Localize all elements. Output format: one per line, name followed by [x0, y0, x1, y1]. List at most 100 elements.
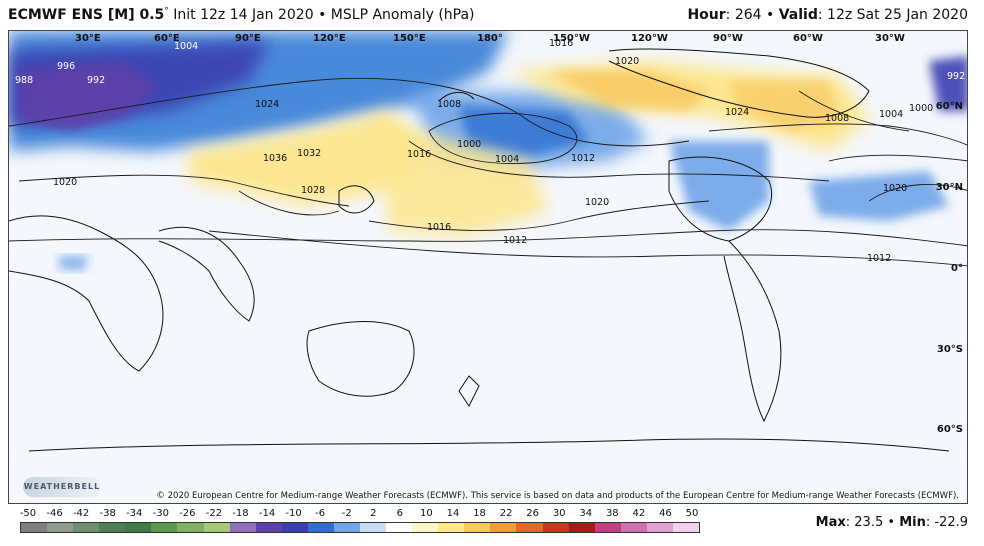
latitude-label: 60°S — [936, 424, 963, 435]
colorbar-swatch — [47, 523, 74, 532]
valid-value: : 12z Sat 25 Jan 2020 — [817, 7, 968, 23]
isobar-label: 996 — [57, 61, 75, 72]
colorbar-swatch — [646, 523, 673, 532]
colorbar-swatch — [412, 523, 439, 532]
isobar-label: 1008 — [825, 113, 849, 124]
bullet: • — [766, 7, 775, 23]
colorbar-tick-label: -10 — [285, 508, 302, 519]
colorbar-swatch — [21, 523, 48, 532]
latitude-label: 60°N — [935, 101, 963, 112]
max-value: : 23.5 — [845, 515, 884, 530]
bullet: • — [887, 515, 896, 530]
max-min-stats: Max: 23.5 • Min: -22.9 — [816, 515, 968, 530]
init-time: Init 12z 14 Jan 2020 — [173, 7, 314, 23]
colorbar-swatch — [203, 523, 230, 532]
isobar-label: 1020 — [883, 183, 907, 194]
longitude-label: 60°W — [793, 33, 823, 44]
colorbar-swatch — [333, 523, 361, 532]
isobar-label: 1012 — [503, 235, 527, 246]
colorbar-tick-labels: -50 -46 -42 -38 -34 -30 -26 -22 -18 -14 -10 -6 -2 2 6 1… — [20, 508, 700, 521]
colorbar-swatch — [255, 523, 282, 532]
colorbar-swatch — [568, 523, 595, 532]
colorbar-swatch — [672, 523, 700, 532]
isobar-label: 1004 — [174, 41, 198, 52]
colorbar-swatch — [438, 523, 465, 532]
isobar-label: 1024 — [725, 107, 749, 118]
colorbar-tick-label: -46 — [46, 508, 63, 519]
isobar-label: 1028 — [301, 185, 325, 196]
isobar-label: 1000 — [909, 103, 933, 114]
longitude-label: 60°E — [154, 33, 180, 44]
colorbar-tick-label: -26 — [179, 508, 196, 519]
anomaly-shading — [9, 31, 967, 271]
longitude-label: 30°W — [875, 33, 905, 44]
map-canvas: 1004 996 988 992 1024 1036 1028 1020 103… — [9, 31, 967, 452]
field-name: MSLP Anomaly (hPa) — [330, 7, 475, 23]
isobar-label: 1012 — [867, 253, 891, 264]
min-value: : -22.9 — [925, 515, 968, 530]
isobars — [9, 77, 967, 267]
colorbar-swatch — [281, 523, 308, 532]
colorbar-tick-label: -34 — [126, 508, 143, 519]
weatherbell-logo: WEATHERBELL — [23, 477, 101, 497]
colorbar — [20, 522, 700, 533]
colorbar-tick-label: -30 — [152, 508, 169, 519]
isobar-label: 1020 — [53, 177, 77, 188]
colorbar-tick-label: 26 — [526, 508, 539, 519]
isobar-label: 1004 — [495, 154, 519, 165]
longitude-label: 30°E — [75, 33, 101, 44]
header-right: Hour: 264 • Valid: 12z Sat 25 Jan 2020 — [687, 0, 968, 30]
isobar-label: 988 — [15, 75, 33, 86]
model-name: ECMWF ENS [M] 0.5 — [8, 7, 165, 23]
isobar-label: 1004 — [879, 109, 903, 120]
longitude-label: 180° — [477, 33, 503, 44]
colorbar-swatch — [542, 523, 569, 532]
colorbar-swatch — [620, 523, 647, 532]
colorbar-tick-label: -22 — [205, 508, 223, 519]
degree-symbol: ° — [164, 6, 169, 17]
colorbar-swatch — [229, 523, 256, 532]
isobar-label: 1036 — [263, 153, 287, 164]
isobar-label: 1016 — [549, 38, 573, 49]
colorbar-swatch — [594, 523, 621, 532]
isobar-label-group: 1004 996 988 992 1024 1036 1028 1020 103… — [15, 38, 965, 264]
hour-value: : 264 — [725, 7, 762, 23]
colorbar-tick-label: 42 — [632, 508, 646, 519]
min-label: Min — [899, 515, 926, 530]
longitude-label: 150°E — [393, 33, 426, 44]
colorbar-swatch — [73, 523, 100, 532]
isobar-label: 992 — [87, 75, 105, 86]
isobar-label: 1020 — [615, 56, 639, 67]
isobar-label: 1020 — [585, 197, 609, 208]
colorbar-swatch — [177, 523, 204, 532]
colorbar-tick-label: 6 — [396, 508, 404, 519]
latitude-label: 30°S — [936, 344, 963, 355]
coastlines — [9, 48, 950, 452]
colorbar-swatch — [386, 523, 413, 532]
colorbar-tick-label: -18 — [232, 508, 249, 519]
colorbar-tick-label: 2 — [370, 508, 377, 519]
latitude-label: 0° — [951, 263, 963, 274]
isobar-label: 1032 — [297, 148, 321, 159]
header-left: ECMWF ENS [M] 0.5° Init 12z 14 Jan 2020 … — [8, 0, 475, 30]
colorbar-tick-label: 34 — [579, 508, 593, 519]
colorbar-tick-label: 14 — [446, 508, 460, 519]
isobar-label: 1012 — [571, 153, 595, 164]
bullet: • — [318, 7, 327, 23]
colorbar-swatch — [125, 523, 152, 532]
copyright-text: © 2020 European Centre for Medium-range … — [156, 491, 959, 501]
longitude-label: 120°E — [313, 33, 346, 44]
colorbar-tick-label: 46 — [659, 508, 672, 519]
colorbar-tick-label: -42 — [72, 508, 90, 519]
isobar-label: 1000 — [457, 139, 481, 150]
max-label: Max — [815, 515, 846, 530]
isobar-label: 992 — [947, 71, 965, 82]
longitude-label: 90°W — [713, 33, 743, 44]
isobar-label: 1016 — [427, 222, 451, 233]
colorbar-swatch — [151, 523, 178, 532]
latitude-label: 30°N — [935, 182, 963, 193]
colorbar-tick-label: -38 — [99, 508, 116, 519]
colorbar-tick-label: 38 — [605, 508, 619, 519]
colorbar-swatch — [360, 523, 387, 532]
isobar-label: 1024 — [255, 99, 279, 110]
